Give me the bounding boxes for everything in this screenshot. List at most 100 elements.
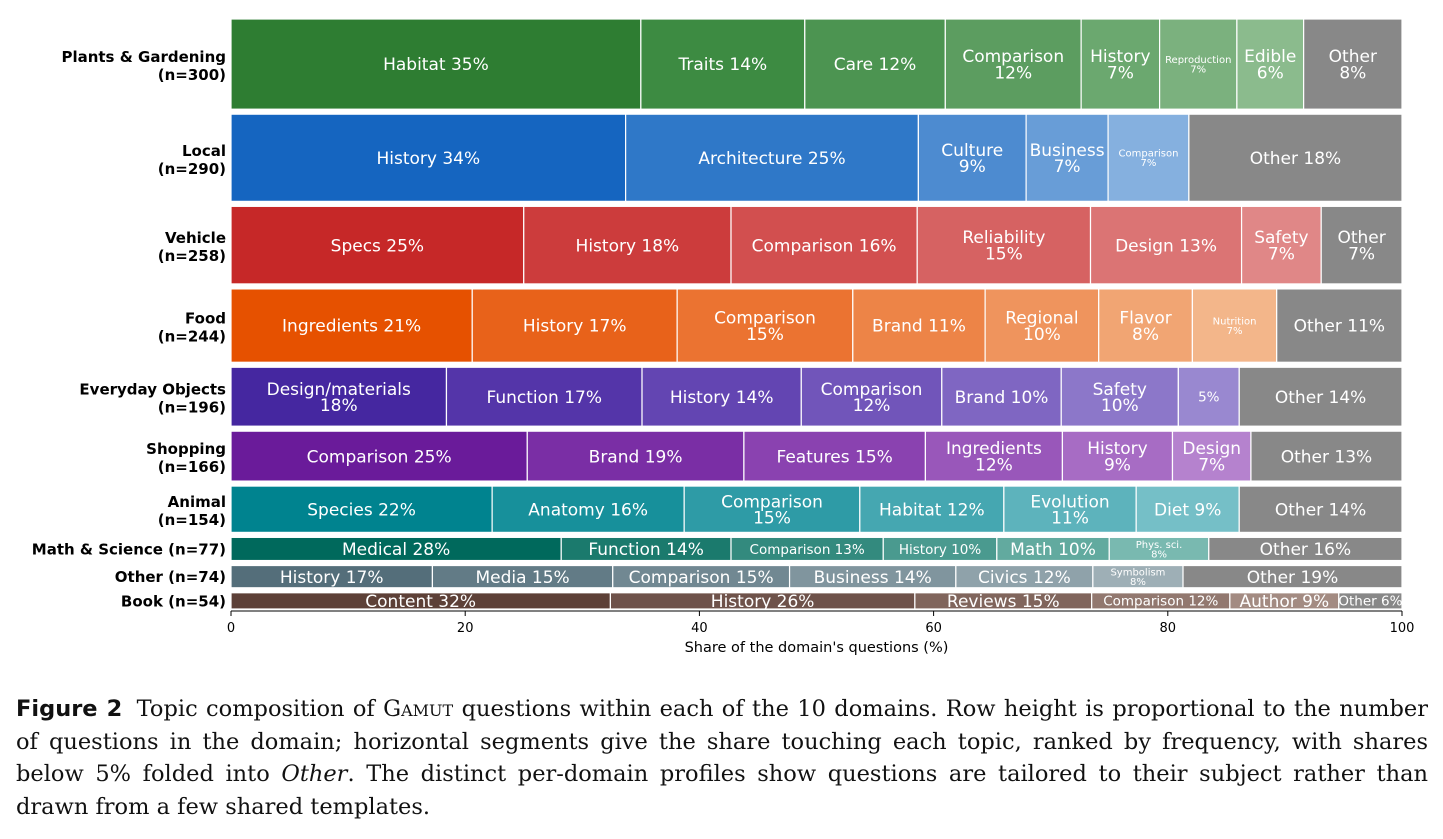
bar-segment-other xyxy=(1238,366,1403,427)
segment-label: Traits 14% xyxy=(677,55,767,75)
chart-rows: Plants & Gardening(n=300) Habitat 35% Trai… xyxy=(32,18,1403,612)
segment-label: Business 14% xyxy=(814,568,932,588)
segment-label: Comparison xyxy=(1119,149,1179,160)
bar-segment-other xyxy=(1250,430,1403,482)
bar-segment-care xyxy=(804,18,946,110)
figure-caption: Figure 2 Topic composition of Gamut ques… xyxy=(16,693,1428,823)
bar-segment-nutrition xyxy=(1191,288,1278,363)
bar-segment-design-materials xyxy=(230,366,448,427)
segment-label: Regional xyxy=(1005,309,1078,329)
bar-segment-culture xyxy=(917,113,1027,202)
bar-segment-comparison xyxy=(1107,113,1190,202)
segment-label: 18% xyxy=(320,396,358,416)
segment-label: Brand 10% xyxy=(955,388,1049,408)
bar-segment-business xyxy=(1025,113,1109,202)
segment-label: Reproduction xyxy=(1165,55,1231,66)
bar-segment-other xyxy=(1303,18,1403,110)
segment-label: Comparison 15% xyxy=(629,568,774,588)
segment-label: 7% xyxy=(1227,326,1243,337)
row-label: Shopping xyxy=(146,440,226,458)
segment-label: 5% xyxy=(1198,390,1220,406)
segment-label: Medical 28% xyxy=(342,540,450,560)
segment-label: Civics 12% xyxy=(978,568,1071,588)
stacked-bar-chart: Plants & Gardening(n=300) Habitat 35% Trai… xyxy=(32,18,1415,656)
row-count-label: (n=244) xyxy=(158,328,226,346)
row-count-label: (n=290) xyxy=(158,160,226,178)
segment-label: Content 32% xyxy=(365,592,476,612)
segment-label: 6% xyxy=(1257,63,1284,83)
row-label: Book (n=54) xyxy=(121,592,226,610)
bar-segment-reproduction xyxy=(1159,18,1238,110)
row-plants-gardening: Plants & Gardening(n=300) Habitat 35% Trai… xyxy=(61,18,1403,110)
segment-label: Architecture 25% xyxy=(698,149,845,169)
x-tick-label: 60 xyxy=(925,621,942,636)
bar-segment-history xyxy=(1061,430,1174,482)
bar-segment-anatomy xyxy=(491,485,685,533)
row-label: Animal xyxy=(168,493,226,511)
segment-label: 7% xyxy=(1107,63,1134,83)
bar-segment-edible xyxy=(1236,18,1305,110)
bar-segment-species xyxy=(230,485,493,533)
row-vehicle: Vehicle(n=258) Specs 25% History 18% Compar… xyxy=(158,205,1403,285)
segment-label: Author 9% xyxy=(1240,592,1330,612)
segment-label: 12% xyxy=(853,396,891,416)
segment-label: Design/materials xyxy=(267,380,411,400)
row-label: Local xyxy=(182,142,226,160)
segment-label: Evolution xyxy=(1030,492,1109,512)
segment-label: Nutrition xyxy=(1213,316,1257,327)
bar-segment-other xyxy=(1208,536,1403,562)
bar-segment-design xyxy=(1089,205,1243,285)
segment-label: 8% xyxy=(1130,577,1146,588)
bar-segment-traits xyxy=(640,18,806,110)
bar-segment-comparison xyxy=(676,288,854,363)
segment-label: History 14% xyxy=(670,388,774,408)
segment-label: Edible xyxy=(1244,47,1296,67)
segment-label: Other 14% xyxy=(1275,388,1366,408)
segment-label: 8% xyxy=(1151,549,1167,560)
segment-label: Specs 25% xyxy=(331,236,424,256)
x-axis: 0 20 40 60 80 100 Share of the domain's questi… xyxy=(227,610,1415,656)
row-label: Math & Science (n=77) xyxy=(32,540,226,558)
segment-label: 7% xyxy=(1190,64,1206,75)
segment-label: Other xyxy=(1337,228,1385,248)
segment-label: 15% xyxy=(746,325,784,345)
bar-segment-safety xyxy=(1060,366,1179,427)
segment-label: Comparison 13% xyxy=(750,542,865,558)
bar-segment-safety xyxy=(1240,205,1322,285)
x-axis-label: Share of the domain's questions (%) xyxy=(685,640,949,656)
bar-segment-architecture xyxy=(625,113,919,202)
segment-label: 15% xyxy=(985,244,1023,264)
segment-label: Other 11% xyxy=(1294,317,1385,337)
bar-segment-comparison xyxy=(800,366,943,427)
row-food: Food(n=244) Ingredients 21% History 17% Com… xyxy=(158,288,1403,363)
bar-segment-other xyxy=(1320,205,1403,285)
segment-label: Reliability xyxy=(962,228,1045,248)
caption-text-after: . The distinct per-domain profiles show … xyxy=(16,761,1428,820)
segment-label: Safety xyxy=(1093,380,1147,400)
x-tick-label: 40 xyxy=(691,621,708,636)
x-tick-label: 100 xyxy=(1390,621,1415,636)
bar-segment-specs xyxy=(230,205,525,285)
bar-segment-history xyxy=(641,366,802,427)
segment-label: Reviews 15% xyxy=(947,592,1060,612)
bar-segment-history xyxy=(523,205,732,285)
segment-label: Other 6% xyxy=(1338,594,1402,610)
row-local: Local(n=290) History 34% Architecture 25% C… xyxy=(158,113,1403,202)
bar-segment-function xyxy=(445,366,643,427)
bar-segment-history xyxy=(1080,18,1161,110)
bar-segment-ingredients xyxy=(230,288,473,363)
segment-label: 9% xyxy=(1104,455,1131,475)
segment-label: Comparison xyxy=(821,380,923,400)
row-label: Plants & Gardening xyxy=(61,48,226,66)
segment-label: Ingredients 21% xyxy=(282,317,421,337)
segment-label: 7% xyxy=(1141,158,1157,169)
segment-label: Brand 11% xyxy=(872,317,966,337)
segment-label: Comparison xyxy=(714,309,816,329)
row-count-label: (n=300) xyxy=(158,66,226,84)
segment-label: Other xyxy=(1329,47,1377,67)
segment-label: Habitat 35% xyxy=(383,55,489,75)
segment-label: Function 17% xyxy=(486,388,602,408)
bar-segment-other xyxy=(1182,564,1403,589)
segment-label: Comparison xyxy=(962,47,1064,67)
bar-segment-other xyxy=(1276,288,1403,363)
